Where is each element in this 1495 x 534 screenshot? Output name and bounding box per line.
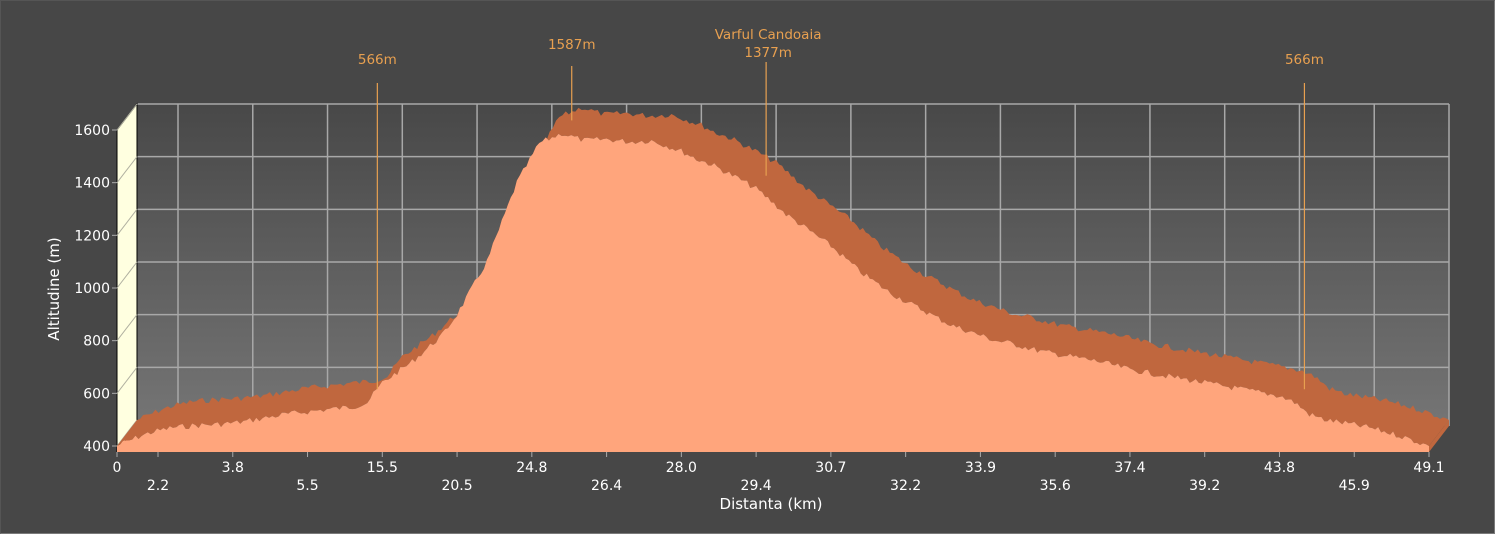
x-tick-label: 2.2 [147, 478, 169, 494]
y-axis: 400 600 800 1000 1200 1400 1600 [74, 123, 117, 455]
x-tick-label: 29.4 [741, 478, 772, 494]
y-tick-label: 1200 [74, 228, 110, 244]
x-tick-label: 28.0 [666, 460, 697, 476]
wall-grid-line [116, 209, 138, 236]
x-tick-label: 5.5 [296, 478, 318, 494]
x-tick-label: 20.5 [441, 478, 472, 494]
elevation-front-face [117, 133, 1429, 453]
y-tick-label: 600 [83, 386, 110, 402]
x-tick-label: 0 [113, 460, 122, 476]
y-tick-label: 400 [83, 439, 110, 455]
x-tick-label: 49.1 [1413, 460, 1444, 476]
x-tick-label: 3.8 [222, 460, 244, 476]
y-axis-wall [116, 102, 138, 454]
wall-grid-line [116, 156, 138, 183]
x-tick-label: 33.9 [965, 460, 996, 476]
x-tick-label: 26.4 [591, 478, 622, 494]
y-tick-label: 800 [83, 334, 110, 350]
x-tick-label: 39.2 [1189, 478, 1220, 494]
elevation-end-cap [1429, 420, 1449, 452]
wall-grid-line [116, 367, 138, 394]
x-tick-label: 37.4 [1114, 460, 1145, 476]
x-axis-label: Distanta (km) [720, 495, 823, 513]
x-axis: 0 2.2 3.8 5.5 15.5 20.5 24.8 26.4 28.0 29.4 30.7 32… [113, 452, 1445, 494]
annotation-sublabel: 1377m [744, 45, 792, 61]
annotation-label: 566m [358, 52, 397, 68]
x-tick-label: 30.7 [815, 460, 846, 476]
elevation-top-face [117, 107, 1449, 447]
annotation-label: Varful Candoaia [715, 27, 822, 43]
y-tick-label: 1000 [74, 281, 110, 297]
wall-grid-line [116, 314, 138, 341]
x-tick-label: 24.8 [516, 460, 547, 476]
x-tick-label: 45.9 [1339, 478, 1370, 494]
annotation-label: 1587m [548, 37, 596, 53]
annotations: 566m 1587m Varful Candoaia 1377m 566m [358, 27, 1324, 390]
x-tick-label: 35.6 [1040, 478, 1071, 494]
x-tick-label: 32.2 [890, 478, 921, 494]
x-tick-label: 43.8 [1264, 460, 1295, 476]
annotation-label: 566m [1285, 52, 1324, 68]
elevation-area [117, 107, 1449, 453]
x-tick-label: 15.5 [367, 460, 398, 476]
y-axis-label: Altitudine (m) [45, 237, 63, 340]
wall-grid-line [116, 261, 138, 289]
y-tick-label: 1400 [74, 176, 110, 192]
wall-grid-line [116, 103, 138, 131]
y-tick-label: 1600 [74, 123, 110, 139]
